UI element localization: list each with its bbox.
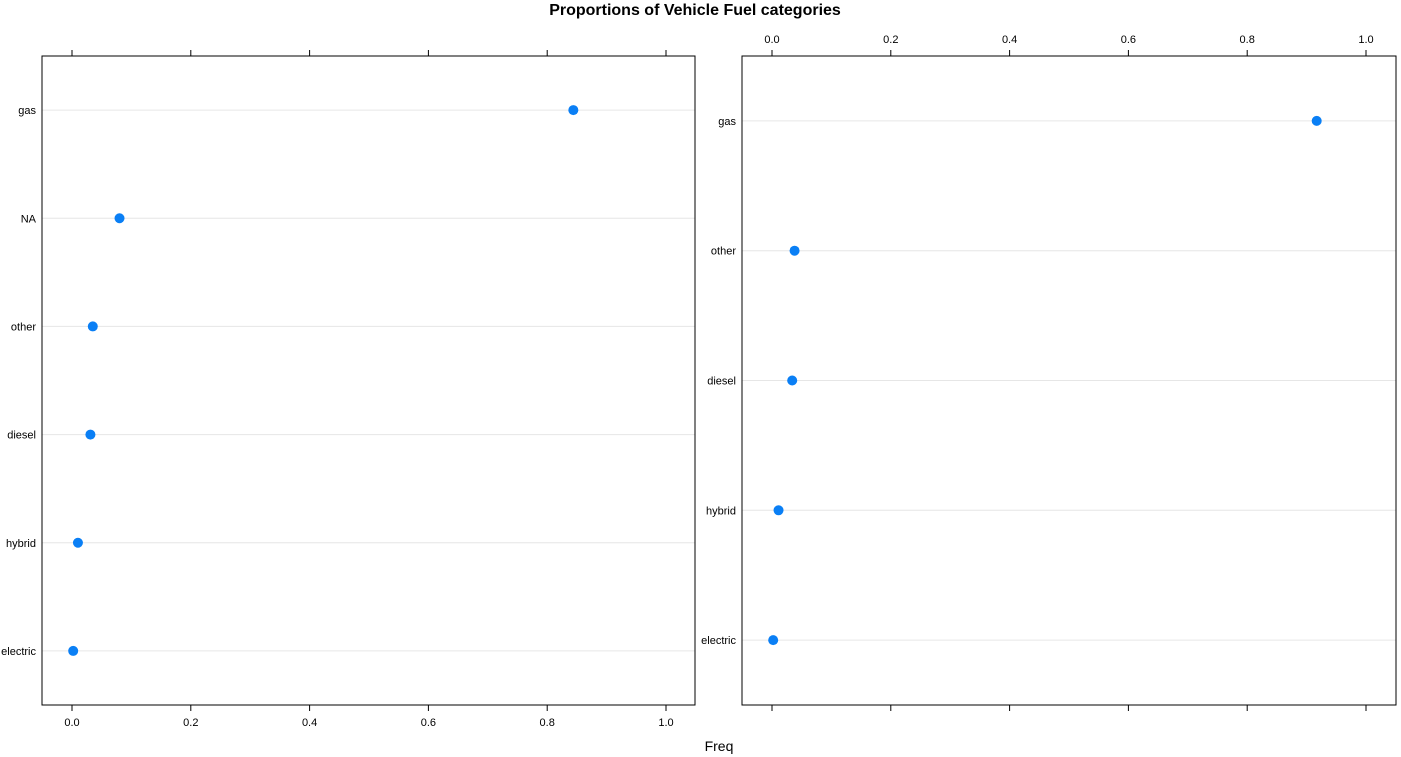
category-label-hybrid: hybrid — [6, 538, 36, 550]
data-point-diesel — [85, 429, 96, 440]
data-point-other — [87, 321, 98, 332]
x-tick-label: 0.8 — [540, 717, 555, 729]
x-axis-label: Freq — [705, 738, 734, 754]
x-tick-label: 0.2 — [883, 34, 898, 46]
category-label-electric: electric — [701, 635, 736, 647]
data-point-other — [789, 245, 800, 256]
x-tick-label: 0.8 — [1240, 34, 1255, 46]
x-tick-label: 0.0 — [64, 717, 79, 729]
data-point-diesel — [787, 375, 798, 386]
data-point-gas — [1311, 115, 1322, 126]
x-tick-label: 0.2 — [183, 717, 198, 729]
x-tick-label: 0.0 — [764, 34, 779, 46]
x-tick-label: 0.6 — [1121, 34, 1136, 46]
panel-frame-2 — [741, 55, 1397, 706]
category-label-diesel: diesel — [7, 430, 36, 442]
category-label-na: NA — [21, 213, 37, 225]
category-label-other: other — [11, 321, 36, 333]
chart-title: Proportions of Vehicle Fuel categories — [549, 2, 841, 19]
data-point-na — [114, 213, 125, 224]
category-label-gas: gas — [18, 105, 36, 117]
category-label-other: other — [711, 246, 736, 258]
category-label-hybrid: hybrid — [706, 505, 736, 517]
x-tick-label: 1.0 — [658, 717, 673, 729]
category-label-electric: electric — [1, 646, 36, 658]
category-label-diesel: diesel — [707, 376, 736, 388]
data-point-hybrid — [773, 505, 784, 516]
x-tick-label: 0.4 — [302, 717, 317, 729]
data-point-hybrid — [72, 537, 83, 548]
x-tick-label: 0.4 — [1002, 34, 1017, 46]
category-label-gas: gas — [718, 116, 736, 128]
x-tick-label: 0.6 — [421, 717, 436, 729]
data-point-electric — [768, 635, 779, 646]
data-point-gas — [568, 105, 579, 116]
data-point-electric — [68, 645, 79, 656]
panel-frame-1 — [41, 55, 696, 706]
x-tick-label: 1.0 — [1358, 34, 1373, 46]
